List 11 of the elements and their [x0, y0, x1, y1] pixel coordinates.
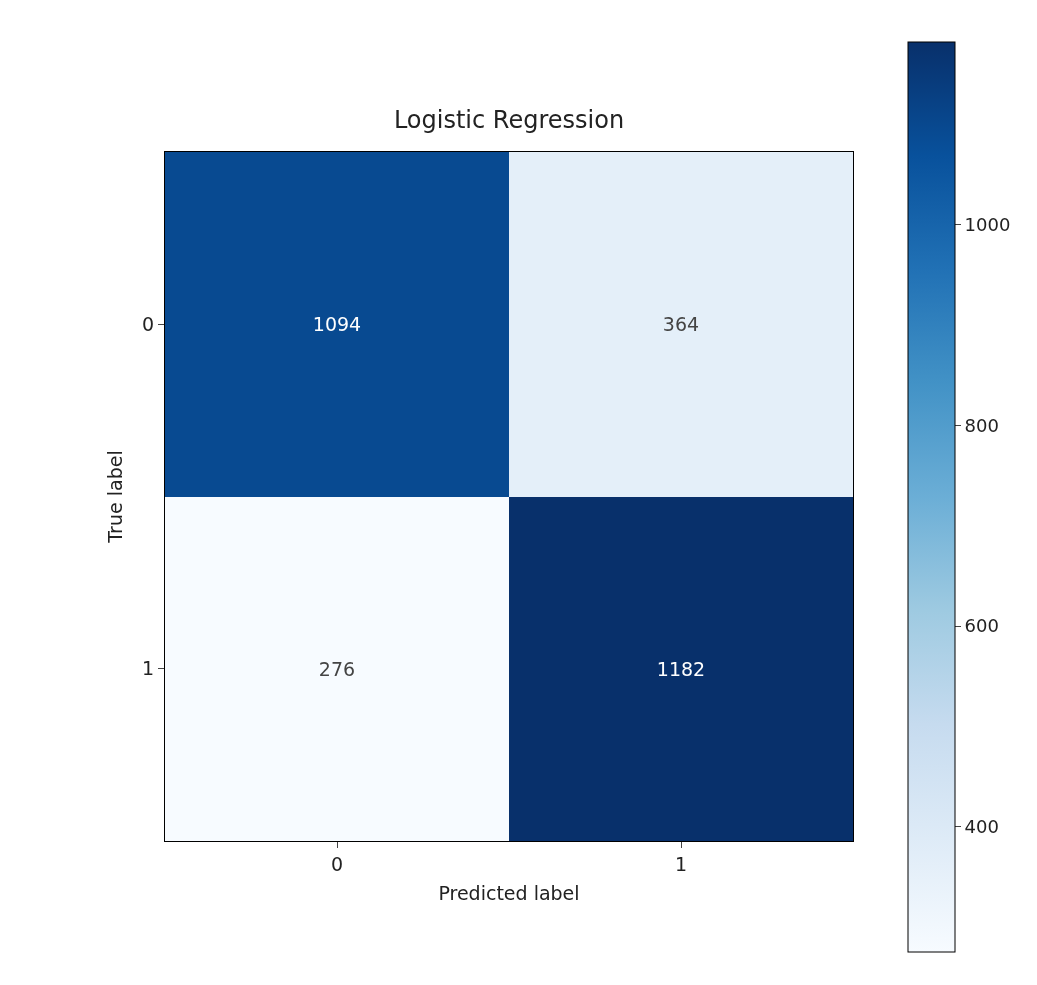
- data-label: 276: [318, 657, 356, 680]
- x-axis-title: Predicted label: [438, 881, 580, 904]
- data-label: 1094: [312, 312, 362, 335]
- color-bar-label: 1000: [964, 213, 1011, 235]
- y-axis-title: True label: [103, 450, 126, 544]
- chart-title: Logistic Regression: [393, 106, 625, 134]
- color-bar-label: 800: [964, 414, 999, 436]
- color-bar-label: 600: [964, 615, 999, 637]
- data-label: 364: [662, 312, 700, 335]
- color-bar-label: 400: [964, 816, 999, 838]
- data-label: 1182: [656, 657, 706, 680]
